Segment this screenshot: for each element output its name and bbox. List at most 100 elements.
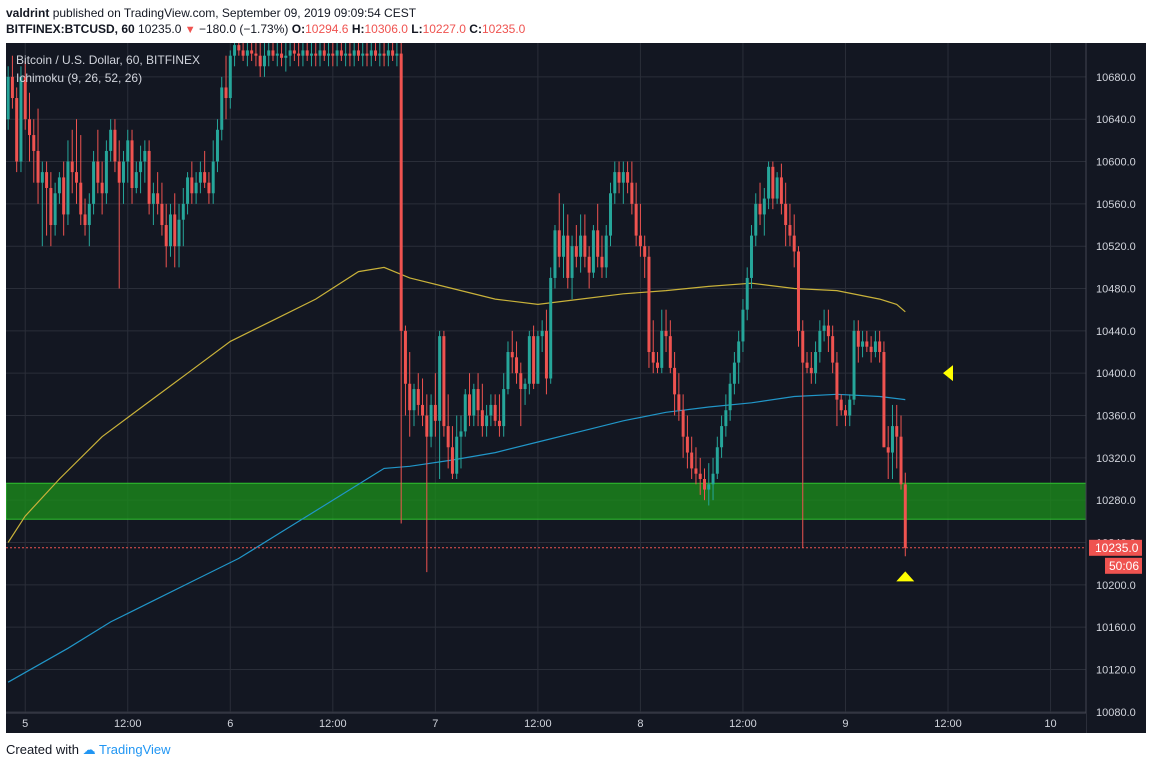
candle — [6, 66, 10, 130]
candle-body — [660, 330, 664, 368]
candle — [540, 320, 544, 353]
candle-body — [117, 161, 121, 183]
price-tick-label: 10480.0 — [1096, 284, 1136, 296]
candle — [322, 43, 326, 61]
candle-body — [664, 330, 668, 337]
candle — [762, 187, 766, 236]
candle-body — [113, 129, 117, 162]
candle — [275, 43, 279, 67]
candle — [412, 383, 416, 427]
chart-container[interactable]: 10080.010120.010160.010200.010240.010280… — [5, 43, 1146, 733]
time-axis[interactable]: 5 12:00 6 12:00 7 12:00 8 12:00 9 12:00 10 — [6, 712, 1086, 733]
legend-indicator[interactable]: Ichimoku (9, 26, 52, 26) — [16, 71, 142, 85]
time-tick-label: 12:00 — [524, 718, 552, 730]
candle — [143, 140, 147, 183]
candle-body — [352, 50, 356, 56]
candle-body — [382, 53, 386, 56]
candle — [732, 352, 736, 395]
candle — [754, 193, 758, 247]
candle-body — [703, 479, 706, 490]
candle — [749, 225, 753, 289]
candle-body — [109, 129, 113, 151]
candle — [305, 43, 309, 61]
candle-body — [335, 50, 339, 56]
ohlc-bar: BITFINEX:BTCUSD, 60 10235.0 ▼ −180.0 (−1… — [6, 22, 525, 36]
candle — [233, 43, 237, 67]
candle — [519, 362, 523, 427]
candle — [314, 43, 318, 67]
candle-body — [250, 50, 254, 54]
time-tick-label: 10 — [1044, 718, 1056, 730]
candle-body — [613, 172, 617, 194]
candle — [198, 161, 202, 194]
candle-body — [301, 50, 305, 56]
candle-body — [587, 256, 591, 273]
price-axis[interactable]: 10080.010120.010160.010200.010240.010280… — [1085, 43, 1146, 733]
candle — [690, 436, 694, 480]
candle-body — [433, 404, 437, 421]
candle-body — [826, 325, 830, 337]
candle-body — [262, 55, 266, 67]
candle — [664, 309, 668, 353]
candle — [442, 330, 446, 437]
candle — [408, 352, 412, 437]
candle-body — [344, 53, 348, 56]
candle-body — [181, 203, 185, 220]
candle-body — [673, 367, 677, 395]
candle-body — [809, 367, 813, 374]
candle-body — [391, 50, 395, 56]
legend-title: Bitcoin / U.S. Dollar, 60, BITFINEX — [16, 53, 200, 67]
candle — [557, 193, 561, 268]
candle — [288, 43, 292, 67]
candle-body — [775, 177, 779, 199]
candle — [356, 43, 360, 61]
candle — [96, 129, 100, 194]
candle — [784, 182, 788, 247]
candle-body — [476, 389, 480, 411]
candle — [109, 119, 113, 162]
candle-body — [822, 325, 826, 331]
candle — [903, 472, 907, 557]
candle-body — [365, 53, 369, 56]
candle — [173, 193, 177, 268]
time-tick-label: 12:00 — [319, 718, 347, 730]
candle — [720, 415, 724, 458]
candle — [822, 309, 826, 342]
candle — [801, 320, 805, 548]
high-value: 10306.0 — [364, 22, 408, 36]
marker-arrow-icon — [943, 365, 954, 382]
price-chart[interactable]: 10080.010120.010160.010200.010240.010280… — [5, 43, 1146, 733]
marker-arrow-icon — [896, 571, 915, 582]
candle — [130, 129, 134, 204]
candle — [297, 43, 301, 67]
candle — [284, 43, 288, 72]
author-name[interactable]: valdrint — [6, 6, 50, 20]
candle — [703, 468, 706, 501]
time-tick-label: 6 — [227, 718, 233, 730]
candle — [10, 55, 14, 109]
candle — [459, 415, 463, 469]
candle-body — [698, 473, 702, 480]
candle — [241, 43, 245, 61]
candle — [237, 43, 241, 56]
candle — [711, 457, 715, 501]
candle-body — [792, 235, 796, 252]
candle — [254, 43, 258, 67]
candle-body — [207, 182, 211, 194]
candle — [425, 394, 429, 573]
candle-body — [292, 50, 296, 54]
price-tick-label: 10560.0 — [1096, 199, 1136, 211]
candle-body — [758, 203, 762, 215]
candle-body — [211, 161, 215, 194]
candle-body — [40, 172, 44, 183]
candle — [352, 43, 356, 67]
candle-body — [485, 415, 489, 427]
last-price-label-text: 10235.0 — [1095, 541, 1139, 555]
tradingview-brand[interactable]: TradingView — [99, 742, 171, 757]
candle — [626, 161, 630, 194]
candle-body — [459, 431, 463, 437]
candle — [497, 394, 501, 437]
candle — [215, 119, 219, 173]
candle-body — [399, 53, 403, 331]
candle-body — [468, 394, 472, 416]
